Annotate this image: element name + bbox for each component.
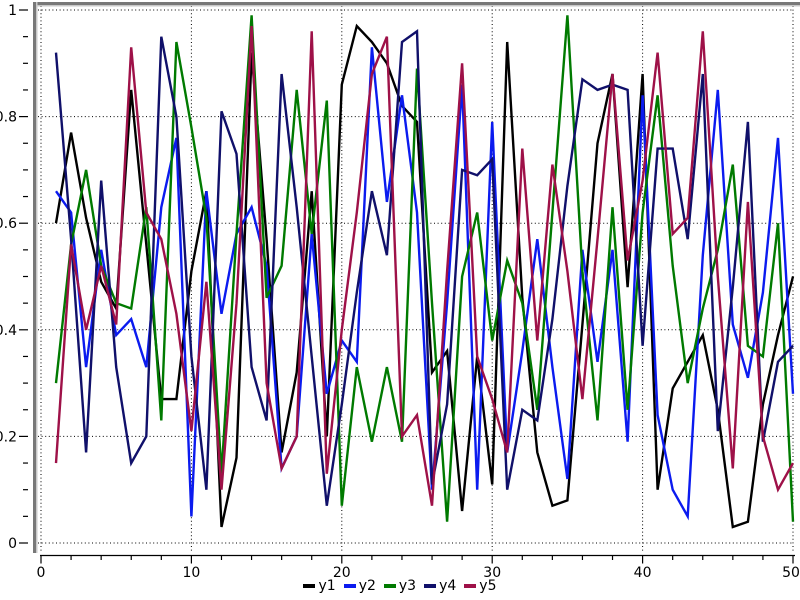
y-axis-tick-label: 0.4	[0, 323, 17, 339]
legend-item-y1: y1	[303, 578, 336, 594]
legend-item-y3: y3	[383, 578, 417, 594]
legend-item-y4: y4	[424, 578, 456, 594]
series-line-y2	[55, 47, 795, 521]
legend-label-y5: y5	[479, 578, 497, 594]
legend-label-y4: y4	[439, 578, 457, 594]
y-axis-tick-label: 0.6	[0, 216, 17, 232]
legend-label-y2: y2	[358, 578, 376, 594]
legend-item-y5: y5	[464, 578, 497, 594]
legend-swatch-y5	[464, 584, 477, 588]
plot-frame-top	[33, 2, 800, 5]
plot-frame-top-highlight	[33, 5, 800, 7]
y-axis-tick-label: 1	[8, 3, 17, 19]
legend-swatch-y3	[383, 584, 396, 588]
legend-swatch-y4	[424, 584, 437, 588]
plot-frame-left-highlight	[36, 2, 38, 553]
x-axis-tick-label: 10	[182, 565, 200, 581]
y-axis-tick-label: 0.8	[0, 110, 17, 126]
legend-label-y3: y3	[398, 578, 417, 594]
legend-swatch-y1	[303, 584, 316, 588]
chart-legend: y1 y2 y3 y4 y5	[0, 578, 800, 594]
y-axis-tick-label: 0.2	[0, 429, 17, 445]
series-line-y5	[54, 25, 795, 506]
legend-item-y2: y2	[343, 578, 376, 594]
y-axis-tick-label: 0	[8, 536, 17, 552]
x-axis-tick-label: 50	[782, 565, 800, 581]
series-line-y4	[54, 29, 794, 506]
x-axis-tick-label: 20	[333, 565, 351, 581]
plot-frame-left	[33, 2, 36, 553]
legend-swatch-y2	[343, 584, 356, 588]
series-line-y3	[54, 15, 795, 522]
x-axis-tick-label: 30	[483, 565, 501, 581]
legend-label-y1: y1	[318, 578, 336, 594]
x-axis-tick-label: 0	[37, 565, 46, 581]
x-axis-tick-label: 40	[634, 565, 652, 581]
